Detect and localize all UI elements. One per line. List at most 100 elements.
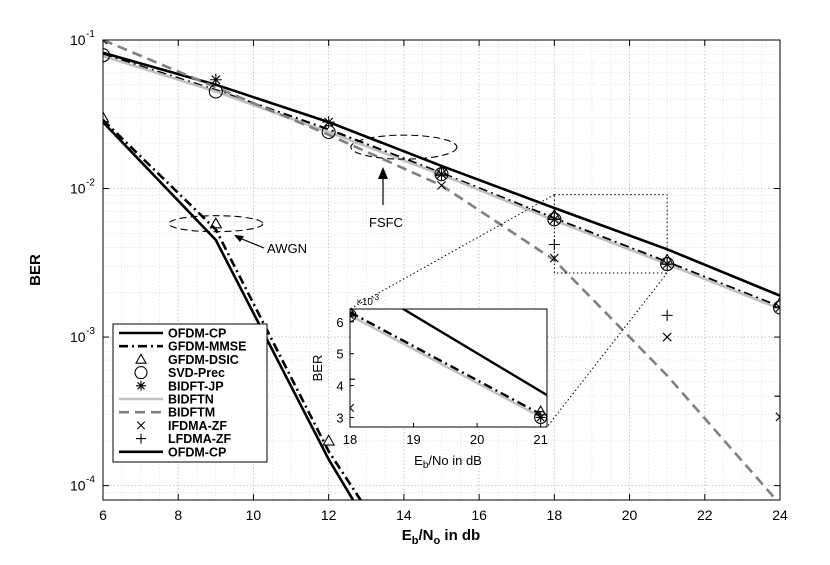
x-tick-label: 20	[622, 507, 638, 523]
marker-lfdma-zf	[661, 309, 673, 321]
inset-x-axis-label: Eb/No in dB	[414, 453, 482, 471]
legend-item: GFDM-DSIC	[135, 353, 239, 367]
y-tick-label-base: 10	[70, 329, 86, 345]
legend-item: LFDMA-ZF	[136, 432, 232, 446]
x-axis-label-part: /N	[419, 527, 434, 544]
y-tick-label-exp: -4	[86, 475, 95, 486]
inset-x-tick-label: 20	[470, 432, 484, 447]
fsfc-label: FSFC	[369, 215, 403, 230]
marker-ifdma-zf	[662, 332, 672, 342]
inset-marker-gfdm-dsic	[350, 309, 356, 317]
legend-item: IFDMA-ZF	[136, 419, 227, 433]
x-tick-label: 8	[174, 507, 182, 523]
legend-label: GFDM-DSIC	[168, 353, 239, 367]
marker-bidft-jp	[661, 258, 674, 271]
legend-marker	[136, 421, 146, 430]
x-tick-label: 18	[547, 507, 563, 523]
x-tick-label: 24	[772, 507, 788, 523]
y-tick-label-base: 10	[70, 478, 86, 494]
y-tick-label-exp: -1	[86, 29, 95, 40]
x-axis-label-part: E	[402, 527, 412, 544]
inset-x-tick-label: 21	[533, 432, 547, 447]
inset-x-label-part: b	[423, 460, 429, 471]
marker-gfdm-dsic	[103, 111, 110, 123]
fsfc-arrowhead	[378, 167, 388, 179]
marker-gfdm-dsic	[209, 217, 223, 229]
inset-y-tick-label: 3	[336, 410, 343, 425]
legend-label: OFDM-CP	[168, 445, 226, 459]
marker-bidft-jp	[209, 73, 222, 86]
inset-marker-ifdma-zf	[350, 403, 355, 413]
marker-ifdma-zf	[549, 253, 559, 263]
inset-y-tick-label: 5	[336, 347, 343, 362]
legend-marker	[136, 380, 146, 391]
legend-item: OFDM-CP	[119, 327, 226, 341]
zoom-connector	[546, 272, 668, 428]
annotations: AWGN FSFC	[168, 134, 458, 256]
legend-marker	[135, 353, 147, 364]
inset-x-label-part: /No in dB	[428, 453, 481, 468]
y-tick-label-exp: -2	[86, 178, 95, 189]
zoom-connector	[349, 194, 555, 310]
inset-box	[349, 308, 548, 428]
inset-series-bidftn	[350, 314, 542, 418]
marker-gfdm-dsic	[322, 434, 336, 446]
inset-y-tick-label: 4	[336, 379, 343, 394]
marker-ifdma-zf	[436, 180, 447, 190]
inset-marker-lfdma-zf	[350, 374, 355, 385]
series-line-ofdm-cp	[103, 121, 355, 500]
legend-label: BIDFTM	[168, 406, 215, 420]
legend-item: SVD-Prec	[134, 366, 225, 380]
legend-label: SVD-Prec	[168, 366, 225, 380]
axes-box	[102, 39, 781, 501]
inset-x-tick-label: 18	[343, 432, 357, 447]
legend-label: BIDFTN	[168, 393, 214, 407]
legend-item: OFDM-CP	[119, 445, 226, 459]
inset-exponent-base: ×10	[356, 297, 373, 308]
x-axis-label-part: b	[412, 535, 419, 547]
marker-svd-prec	[434, 167, 449, 182]
zoom-box	[553, 194, 668, 274]
x-tick-label: 16	[471, 507, 487, 523]
fsfc-ellipse	[350, 134, 458, 160]
inset-x-tick-label: 19	[406, 432, 420, 447]
x-tick-label: 22	[697, 507, 713, 523]
marker-ifdma-zf	[775, 412, 780, 422]
inset-marker-svd-prec	[350, 309, 357, 322]
marker-bidft-jp	[435, 168, 448, 181]
legend-item: BIDFTM	[119, 406, 215, 420]
legend-label: BIDFT-JP	[168, 379, 224, 393]
inset-series-ofdm-cp	[400, 309, 547, 397]
awgn-label: AWGN	[267, 241, 307, 256]
legend-label: GFDM-MMSE	[168, 340, 246, 354]
inset-exponent-power: -3	[372, 293, 380, 302]
legend: OFDM-CPGFDM-MMSEGFDM-DSICSVD-PrecBIDFT-J…	[112, 323, 268, 463]
marker-svd-prec	[772, 300, 780, 315]
series-line-gfdm-mmse	[103, 53, 780, 308]
zoom-connectors	[349, 194, 668, 428]
awgn-ellipse	[168, 215, 264, 233]
marker-lfdma-zf	[774, 390, 780, 402]
x-tick-label: 10	[246, 507, 262, 523]
marker-bidft-jp	[548, 213, 561, 226]
marker-bidft-jp	[322, 116, 335, 129]
x-tick-label: 6	[99, 507, 107, 523]
main-plot	[103, 40, 780, 500]
legend-marker	[134, 366, 148, 380]
inset-series-gfdm-mmse	[350, 311, 542, 416]
legend-label: IFDMA-ZF	[168, 419, 227, 433]
x-axis-label-part: in db	[440, 527, 480, 544]
legend-item: GFDM-MMSE	[119, 340, 246, 354]
x-tick-label: 12	[321, 507, 337, 523]
x-axis-label: Eb/No in db	[402, 527, 480, 547]
inset-x-label-part: E	[414, 453, 423, 468]
inset-y-tick-label: 6	[336, 315, 343, 330]
x-tick-label: 14	[396, 507, 412, 523]
y-tick-label-base: 10	[70, 181, 86, 197]
awgn-arrowhead	[234, 235, 244, 242]
legend-marker	[136, 433, 146, 444]
y-tick-label-exp: -3	[86, 326, 95, 337]
legend-label: LFDMA-ZF	[168, 432, 232, 446]
marker-svd-prec	[103, 48, 111, 63]
